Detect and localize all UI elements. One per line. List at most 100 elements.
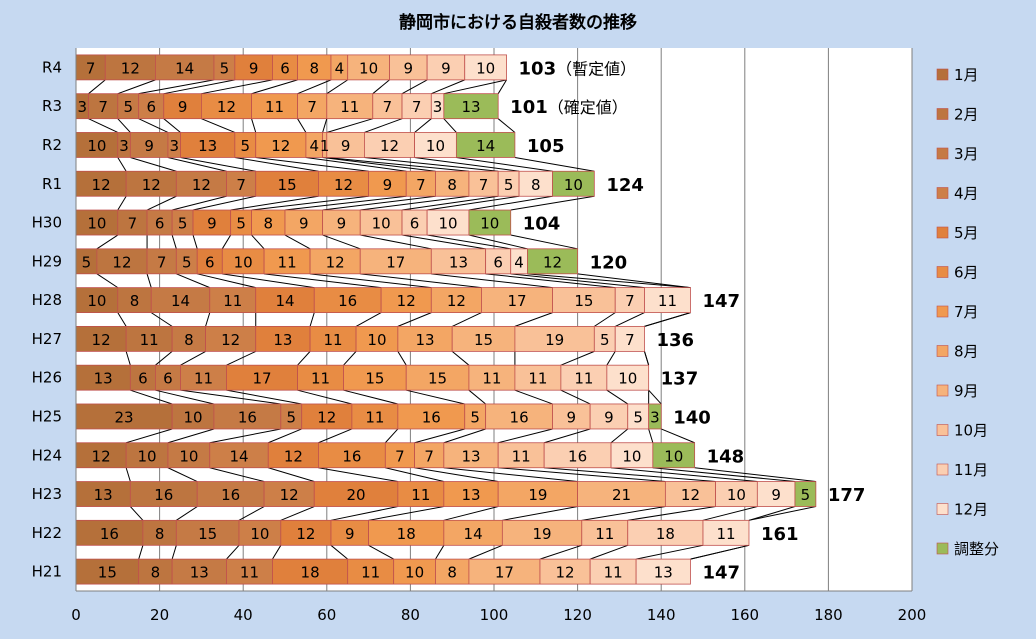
data-label: 11 — [240, 564, 259, 582]
series-line — [694, 467, 816, 483]
bar-segment — [610, 442, 654, 469]
bar-segment — [397, 481, 445, 507]
data-label: 7 — [625, 292, 635, 310]
bar-segment — [430, 287, 482, 314]
series-line — [636, 544, 704, 560]
data-label: 13 — [273, 331, 292, 349]
series-line — [497, 79, 507, 94]
series-line — [581, 506, 666, 521]
legend-label: 8月 — [954, 343, 979, 361]
data-label: 3 — [77, 98, 87, 116]
bar-segment — [297, 364, 344, 391]
data-label: 11 — [278, 253, 297, 271]
bar-segment — [485, 403, 553, 430]
total-label: 120 — [590, 252, 628, 273]
series-line — [468, 234, 528, 250]
total-label: 124 — [606, 175, 644, 196]
series-line — [322, 234, 361, 250]
series-line — [456, 156, 553, 172]
legend-swatch — [936, 424, 949, 436]
series-line — [138, 118, 169, 133]
series-line — [368, 544, 394, 560]
data-label: 17 — [495, 564, 514, 582]
data-label: 9 — [299, 215, 309, 233]
data-label: 15 — [474, 331, 493, 349]
series-line — [577, 273, 691, 289]
category-label: H22 — [32, 524, 62, 542]
series-line — [129, 506, 144, 521]
series-line — [468, 195, 553, 211]
series-line — [364, 118, 403, 133]
bar-segment — [347, 558, 395, 585]
data-label: 17 — [507, 292, 526, 310]
legend-label: 調整分 — [954, 540, 999, 558]
series-line — [305, 156, 407, 172]
data-label: 8 — [130, 292, 140, 310]
bar-segment — [272, 54, 298, 81]
bar-segment — [75, 325, 127, 352]
bar-segment — [430, 248, 487, 275]
total-label: 147 — [702, 291, 740, 312]
data-label: 7 — [86, 59, 96, 77]
bar-segment — [209, 442, 269, 469]
series-line — [355, 312, 382, 327]
data-label: 8 — [309, 59, 319, 77]
bar-segment — [192, 209, 232, 236]
x-axis: 0 20 40 60 80 100 120 140 160 180 200 — [71, 590, 926, 624]
data-label: 9 — [345, 525, 355, 543]
series-line — [514, 389, 553, 405]
data-label: 11 — [311, 370, 330, 388]
series-line — [280, 506, 315, 521]
chart-title: 静岡市における自殺者数の推移 — [399, 12, 637, 33]
data-label: 16 — [100, 525, 119, 543]
data-label: 14 — [476, 137, 495, 155]
data-label: 10 — [426, 137, 445, 155]
bar-segment — [313, 287, 382, 314]
bar-segment — [117, 209, 148, 236]
series-line — [322, 118, 328, 133]
series-line — [384, 428, 399, 444]
data-label: 16 — [154, 486, 173, 504]
data-label: 11 — [361, 564, 380, 582]
series-line — [172, 195, 227, 211]
data-label: 16 — [238, 408, 257, 426]
bar-segment — [464, 54, 507, 81]
bar-segment — [405, 364, 470, 391]
series-line — [180, 350, 206, 366]
series-line — [125, 467, 131, 482]
series-line — [297, 389, 353, 405]
bar-segment — [468, 364, 516, 391]
series-line — [414, 118, 432, 133]
series-line — [431, 79, 465, 95]
data-label: 15 — [365, 370, 384, 388]
bar-segment — [794, 481, 817, 507]
bar-segment — [167, 442, 211, 469]
bar-segment — [397, 325, 453, 352]
bar-segment — [485, 248, 512, 275]
data-label: 15 — [428, 370, 447, 388]
data-label: 10 — [664, 447, 683, 465]
category-label: H29 — [32, 252, 62, 270]
series-line — [192, 234, 198, 249]
series-line — [322, 195, 436, 211]
bar-segment — [614, 287, 645, 314]
bar-segment — [171, 403, 215, 430]
data-label: 5 — [236, 215, 246, 233]
legend-swatch — [936, 266, 949, 278]
data-label: 12 — [92, 331, 111, 349]
bar-segment — [372, 93, 403, 120]
data-label: 5 — [241, 137, 251, 155]
x-tick-label: 160 — [730, 606, 759, 624]
data-label: 11 — [265, 98, 284, 116]
category-label: R3 — [42, 97, 62, 115]
data-label: 7 — [625, 331, 635, 349]
data-label: 12 — [317, 408, 336, 426]
bar-segment — [146, 248, 177, 275]
series-line — [502, 506, 578, 521]
series-line — [88, 118, 119, 133]
series-line — [431, 273, 553, 289]
data-label: 13 — [461, 486, 480, 504]
data-label: 5 — [220, 59, 230, 77]
series-line — [192, 195, 256, 211]
bar-segment — [518, 170, 553, 197]
